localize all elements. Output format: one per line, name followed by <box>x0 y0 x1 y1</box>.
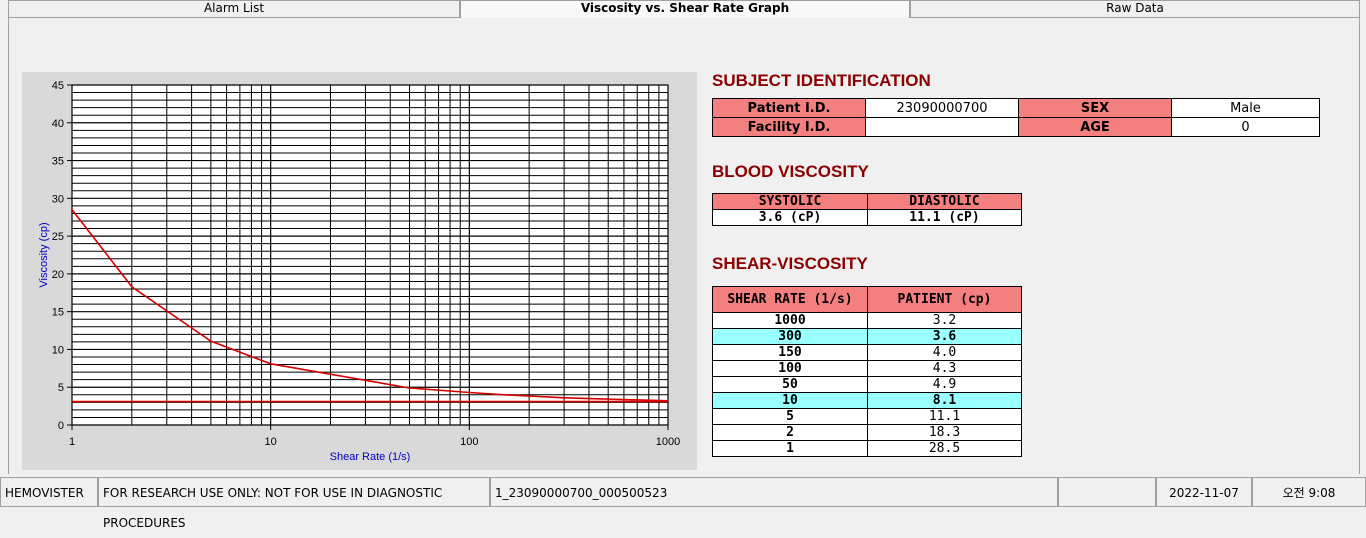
data-line <box>71 209 669 402</box>
x-tick-label: 10 <box>265 436 277 448</box>
value: Male <box>1171 98 1320 118</box>
y-tick-label: 45 <box>52 80 64 92</box>
cell: 28.5 <box>867 440 1022 457</box>
status-cell: 오전 9:08 <box>1252 477 1366 507</box>
cell: 300 <box>712 328 868 345</box>
status-cell: HEMOVISTER <box>0 477 98 507</box>
section-title: SUBJECT IDENTIFICATION <box>712 71 931 90</box>
x-tick-label: 1000 <box>656 436 680 448</box>
header: PATIENT (cp) <box>867 286 1022 313</box>
label: Patient I.D. <box>712 98 866 118</box>
tab[interactable]: Alarm List <box>8 0 460 18</box>
cell: 1 <box>712 440 868 457</box>
y-tick-label: 20 <box>52 269 64 281</box>
status-cell: 1_23090000700_000500523 <box>490 477 1058 507</box>
label: AGE <box>1018 117 1172 137</box>
y-tick-label: 5 <box>58 382 64 394</box>
status-bar: HEMOVISTER FOR RESEARCH USE ONLY: NOT FO… <box>0 477 1366 530</box>
x-tick-label: 1 <box>69 436 75 448</box>
tab[interactable]: Viscosity vs. Shear Rate Graph <box>460 0 910 18</box>
value: 11.1 (cP) <box>867 209 1022 226</box>
cell: 18.3 <box>867 424 1022 441</box>
panel <box>8 18 1360 474</box>
status-cell: FOR RESEARCH USE ONLY: NOT FOR USE IN DI… <box>98 477 490 530</box>
row: 300 3.6 <box>712 328 1022 345</box>
cell: 10 <box>712 392 868 409</box>
x-tick-label: 100 <box>460 436 478 448</box>
cell: 4.3 <box>867 360 1022 377</box>
section-title: SHEAR-VISCOSITY <box>712 254 868 273</box>
row: 50 4.9 <box>712 376 1022 393</box>
row: 100 4.3 <box>712 360 1022 377</box>
shear-table: SHEAR RATE (1/s) PATIENT (cp) 1000 3.2 300 3… <box>712 286 1022 457</box>
y-tick-label: 15 <box>52 307 64 319</box>
y-axis-label: Viscosity (cp) <box>38 222 50 287</box>
cell: 50 <box>712 376 868 393</box>
blood-table: SYSTOLIC DIASTOLIC 3.6 (cP) 11.1 (cP) <box>712 193 1022 226</box>
cell: 3.6 <box>867 328 1022 345</box>
cell: 8.1 <box>867 392 1022 409</box>
cell: 11.1 <box>867 408 1022 425</box>
cell: 150 <box>712 344 868 361</box>
y-tick-label: 35 <box>52 156 64 168</box>
value: 3.6 (cP) <box>712 209 868 226</box>
cell: 4.0 <box>867 344 1022 361</box>
value <box>865 117 1019 137</box>
plot-area <box>72 85 668 425</box>
label: Facility I.D. <box>712 117 866 137</box>
y-tick-label: 30 <box>52 193 64 205</box>
tab[interactable]: Raw Data <box>910 0 1360 18</box>
cell: 4.9 <box>867 376 1022 393</box>
value: 0 <box>1171 117 1320 137</box>
label: SEX <box>1018 98 1172 118</box>
x-axis-label: Shear Rate (1/s) <box>330 451 411 463</box>
row: 1 28.5 <box>712 440 1022 457</box>
row: 2 18.3 <box>712 424 1022 441</box>
value: 23090000700 <box>865 98 1019 118</box>
y-tick-label: 25 <box>52 231 64 243</box>
y-tick-label: 10 <box>52 344 64 356</box>
y-tick-label: 40 <box>52 118 64 130</box>
cell: 5 <box>712 408 868 425</box>
section-title: BLOOD VISCOSITY <box>712 162 869 181</box>
status-cell: 2022-11-07 <box>1156 477 1252 507</box>
cell: 1000 <box>712 312 868 329</box>
cell: 100 <box>712 360 868 377</box>
row: 5 11.1 <box>712 408 1022 425</box>
header: SHEAR RATE (1/s) <box>712 286 868 313</box>
status-cell <box>1058 477 1156 507</box>
row: 150 4.0 <box>712 344 1022 361</box>
header: SYSTOLIC <box>712 193 868 210</box>
cell: 2 <box>712 424 868 441</box>
chart: 0 5 10 15 20 25 30 35 40 45 1 10 100 1000 Shear Rate (… <box>22 72 697 470</box>
row: 1000 3.2 <box>712 312 1022 329</box>
header: DIASTOLIC <box>867 193 1022 210</box>
plot-frame <box>71 84 669 426</box>
row: 10 8.1 <box>712 392 1022 409</box>
cell: 3.2 <box>867 312 1022 329</box>
subject-table: Patient I.D. 23090000700 SEX Male Facility … <box>712 98 1320 137</box>
y-tick-label: 0 <box>58 420 64 432</box>
